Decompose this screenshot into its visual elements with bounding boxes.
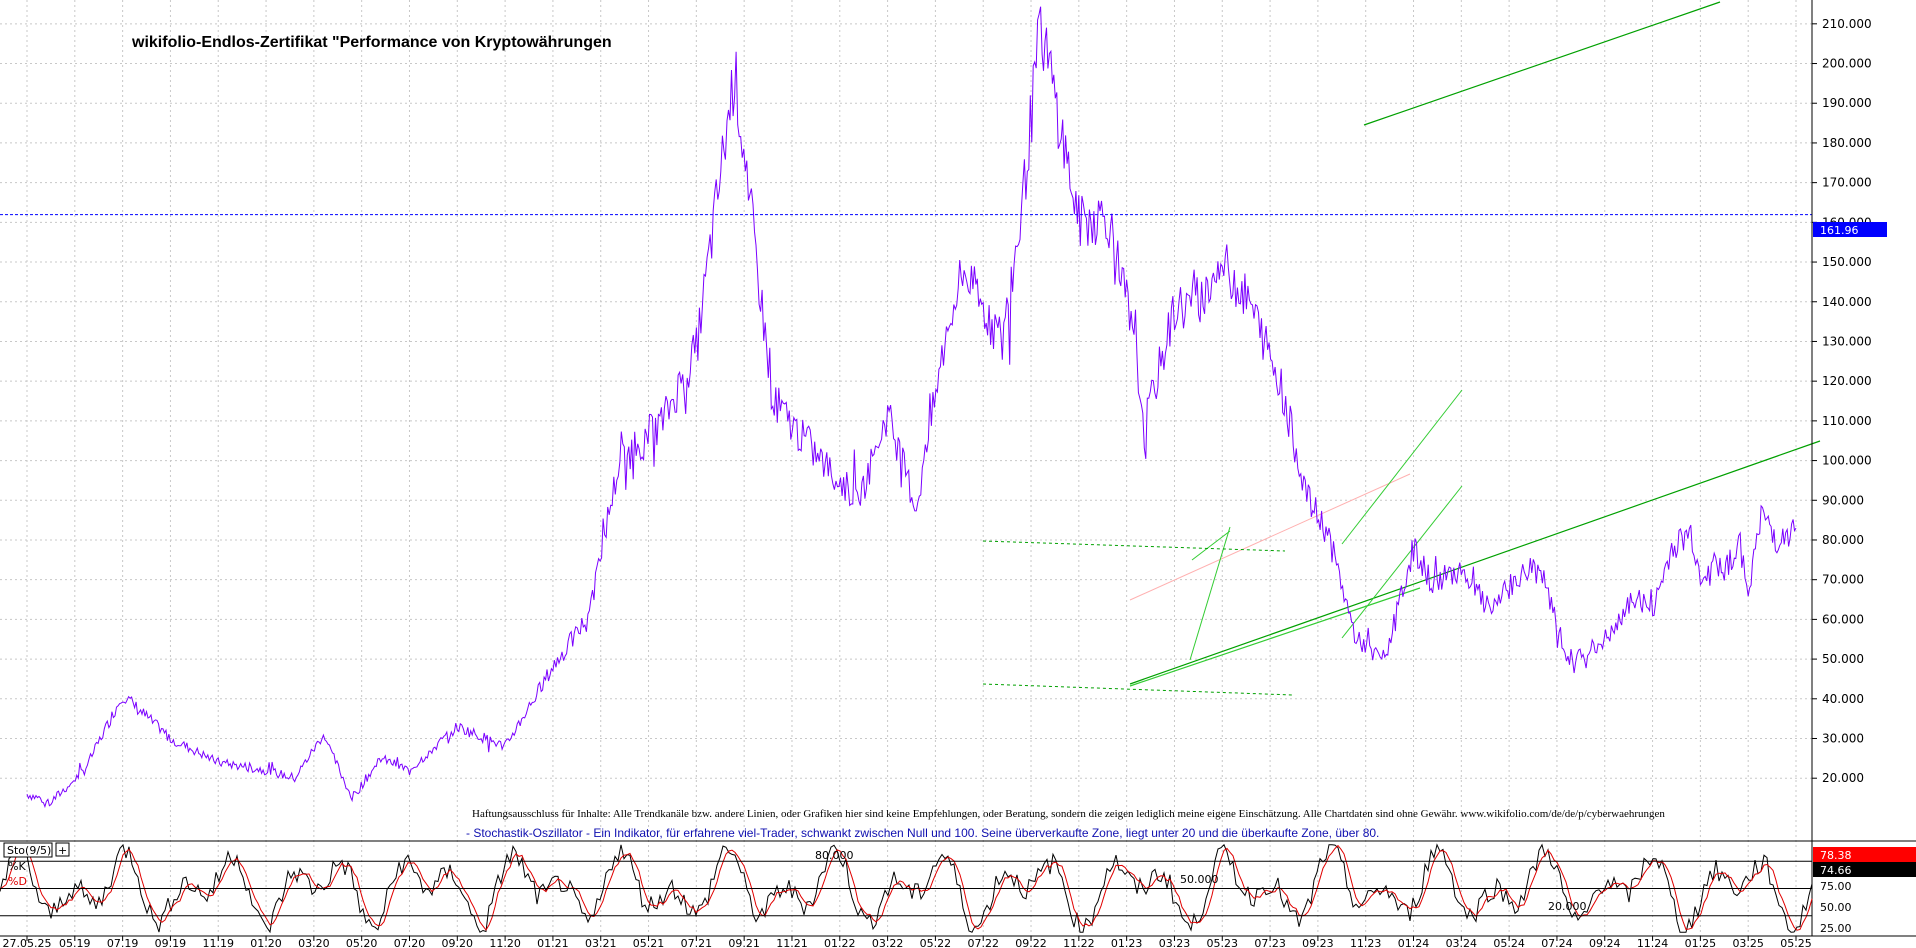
plus-icon: + — [58, 844, 67, 857]
x-tick-label: 11.21 — [776, 937, 808, 948]
oscillator-axis: 78.38 74.66 75.00 50.00 25.00 80.000 50.… — [815, 847, 1916, 935]
x-tick-label: 01.22 — [824, 937, 856, 948]
x-tick-label: 03.20 — [298, 937, 330, 948]
y-tick-label: 190.000 — [1822, 96, 1872, 110]
x-tick-label: 09.19 — [155, 937, 187, 948]
y-tick-label: 70.000 — [1822, 573, 1864, 587]
x-tick-label: 01.23 — [1111, 937, 1143, 948]
y-tick-label: 40.000 — [1822, 692, 1864, 706]
osc-line-label-80: 80.000 — [815, 849, 854, 862]
stochastic-pane — [0, 843, 1813, 934]
current-price-value: 161.96 — [1820, 224, 1859, 237]
x-tick-label: 07.23 — [1254, 937, 1286, 948]
x-tick-label: 09.21 — [728, 937, 760, 948]
indicator-add-button[interactable] — [55, 842, 70, 857]
osc-line-label-50: 50.000 — [1180, 873, 1219, 886]
trend-line — [1191, 530, 1231, 561]
x-tick-label: 03.23 — [1159, 937, 1191, 948]
x-tick-label: 07.22 — [967, 937, 999, 948]
x-tick-label: 01.20 — [250, 937, 282, 948]
y-tick-label: 210.000 — [1822, 17, 1872, 31]
x-tick-label: 07.21 — [681, 937, 713, 948]
y-tick-label: 140.000 — [1822, 295, 1872, 309]
y-tick-label: 130.000 — [1822, 334, 1872, 348]
y-tick-label: 150.000 — [1822, 255, 1872, 269]
y-tick-label: 50.000 — [1822, 652, 1864, 666]
x-tick-label: 07.24 — [1541, 937, 1573, 948]
trend-lines — [982, 1, 1821, 696]
x-tick-label: 03.22 — [872, 937, 904, 948]
x-tick-label: 01.25 — [1685, 937, 1717, 948]
x-tick-label: 09.24 — [1589, 937, 1621, 948]
x-tick-label: 01.24 — [1398, 937, 1430, 948]
x-tick-label: 07.19 — [107, 937, 139, 948]
x-tick-label: 09.23 — [1302, 937, 1334, 948]
price-series-line — [26, 6, 1797, 809]
x-tick-label: 03.21 — [585, 937, 617, 948]
x-tick-label: 05.19 — [59, 937, 91, 948]
k-value-tag: 78.38 — [1820, 849, 1852, 862]
y-tick-label: 180.000 — [1822, 136, 1872, 150]
indicator-name: Sto(9/5) — [7, 844, 51, 857]
x-tick-label: 09.22 — [1015, 937, 1047, 948]
y-tick-label: 30.000 — [1822, 732, 1864, 746]
chart-title: wikifolio-Endlos-Zertifikat "Performance… — [131, 34, 612, 51]
y-tick-label: 110.000 — [1822, 414, 1872, 428]
trend-line — [1129, 440, 1821, 685]
grid — [0, 0, 1812, 936]
trend-line — [1341, 485, 1463, 639]
x-tick-label: 05.21 — [633, 937, 665, 948]
current-price-tag: 161.96 — [1813, 222, 1887, 237]
x-tick-label: 05.25 — [1780, 937, 1812, 948]
osc-level-75: 75.00 — [1820, 880, 1852, 893]
y-tick-label: 100.000 — [1822, 454, 1872, 468]
x-tick-label: 11.19 — [202, 937, 234, 948]
x-tick-label: 03.24 — [1446, 937, 1478, 948]
y-tick-label: 60.000 — [1822, 612, 1864, 626]
k-legend-label: %K — [8, 860, 26, 873]
y-tick-label: 200.000 — [1822, 57, 1872, 71]
y-tick-label: 80.000 — [1822, 533, 1864, 547]
disclaimer-text: Haftungsausschluss für Inhalte: Alle Tre… — [472, 808, 1665, 820]
x-tick-label: 27.05.25 — [3, 937, 52, 948]
trend-line — [982, 540, 1286, 552]
y-tick-label: 170.000 — [1822, 176, 1872, 190]
x-axis: 27.05.25 05.19 07.19 09.19 11.19 01.20 03.20 05… — [3, 936, 1812, 948]
x-tick-label: 05.22 — [920, 937, 952, 948]
x-tick-label: 07.20 — [394, 937, 426, 948]
trend-line — [1129, 587, 1421, 687]
x-tick-label: 11.24 — [1637, 937, 1669, 948]
trend-line — [1363, 1, 1721, 126]
osc-level-50: 50.00 — [1820, 901, 1852, 914]
y-axis: 20.000 30.000 40.000 50.000 60.000 70.000 80.0… — [1811, 0, 1872, 936]
stochastic-note: - Stochastik-Oszillator - Ein Indikator,… — [466, 826, 1379, 840]
d-legend-label: %D — [8, 875, 27, 888]
y-tick-label: 120.000 — [1822, 374, 1872, 388]
x-tick-label: 09.20 — [442, 937, 474, 948]
y-tick-label: 90.000 — [1822, 493, 1864, 507]
stochastic-d-line — [0, 844, 1813, 931]
x-tick-label: 05.24 — [1493, 937, 1525, 948]
x-tick-label: 05.20 — [346, 937, 378, 948]
osc-line-label-20: 20.000 — [1548, 900, 1587, 913]
x-tick-label: 11.20 — [489, 937, 521, 948]
x-tick-label: 03.25 — [1732, 937, 1764, 948]
x-tick-label: 01.21 — [537, 937, 569, 948]
trend-line — [1341, 389, 1463, 545]
x-tick-label: 11.22 — [1063, 937, 1095, 948]
x-tick-label: 05.23 — [1207, 937, 1239, 948]
d-value-tag: 74.66 — [1820, 864, 1852, 877]
trend-line — [1129, 473, 1411, 601]
trend-line — [982, 683, 1294, 696]
x-tick-label: 11.23 — [1350, 937, 1382, 948]
osc-level-25: 25.00 — [1820, 922, 1852, 935]
indicator-legend: Sto(9/5) + %K %D — [3, 842, 70, 888]
y-tick-label: 20.000 — [1822, 771, 1864, 785]
